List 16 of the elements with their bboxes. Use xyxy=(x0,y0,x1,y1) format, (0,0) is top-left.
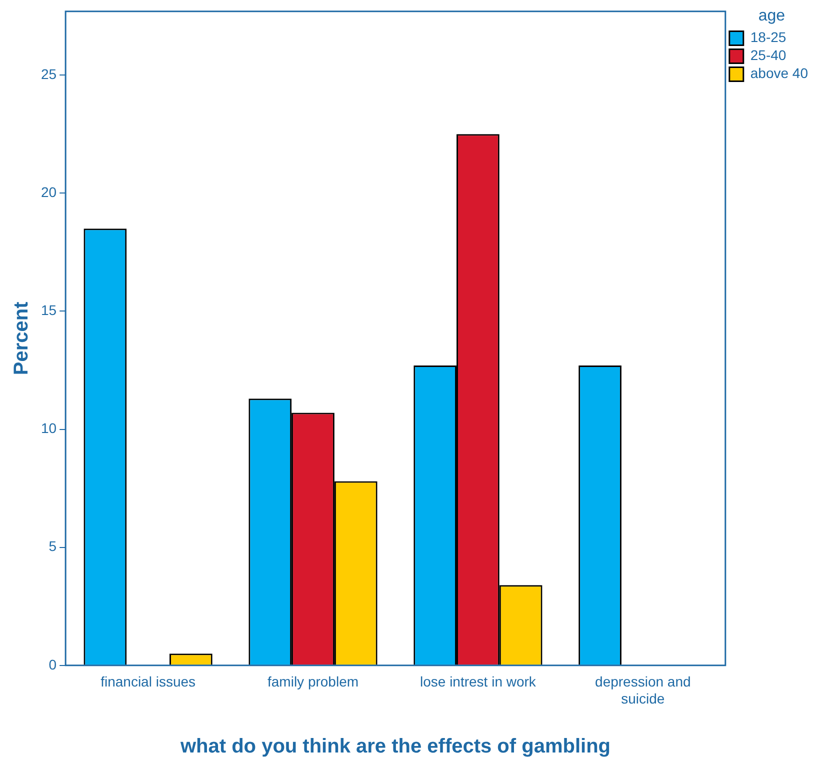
y-tick-label: 0 xyxy=(48,656,57,672)
legend-label: above 40 xyxy=(750,65,808,82)
x-tick-label: financial issues xyxy=(100,674,196,690)
x-tick-label: depression and suicide xyxy=(595,674,691,706)
y-tick-label: 15 xyxy=(40,302,57,318)
legend-title: age xyxy=(758,7,786,24)
y-tick-label: 25 xyxy=(40,66,57,82)
x-axis-title: what do you think are the effects of gambling xyxy=(179,736,611,758)
y-tick-label: 10 xyxy=(40,420,57,436)
y-tick-label: 20 xyxy=(40,184,57,200)
x-tick-label: lose intrest in work xyxy=(420,674,537,690)
y-tick-label: 5 xyxy=(48,538,57,554)
legend-label: 25-40 xyxy=(750,47,786,64)
x-tick-label: family problem xyxy=(267,674,359,690)
y-axis-title: Percent xyxy=(10,301,33,376)
legend-label: 18-25 xyxy=(750,29,786,46)
